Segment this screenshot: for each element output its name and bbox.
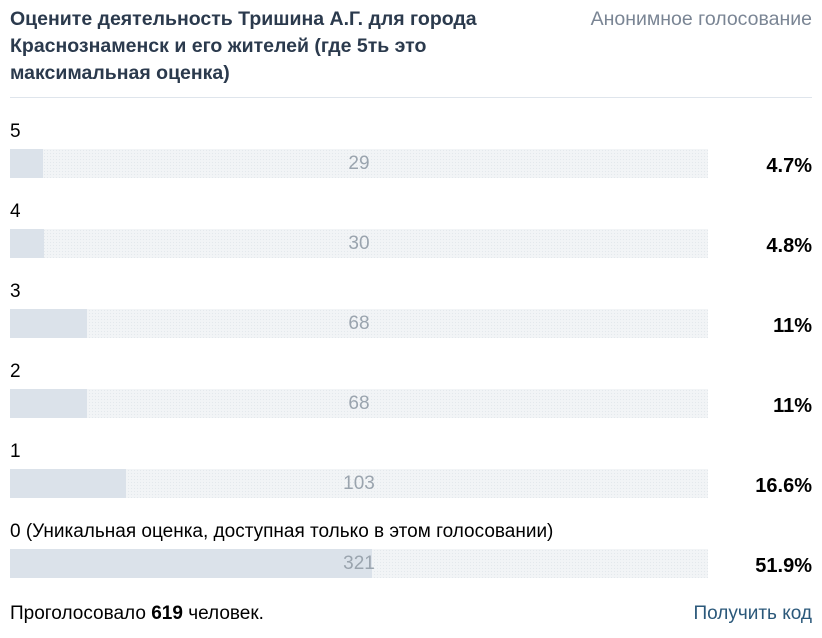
poll-option-3[interactable]: 3 68 11% xyxy=(10,280,812,350)
option-percent: 11% xyxy=(773,395,812,417)
option-label: 2 xyxy=(10,361,21,382)
voters-prefix: Проголосовало xyxy=(10,603,146,624)
option-vote-count: 30 xyxy=(348,233,370,254)
option-bar-fill xyxy=(10,549,373,578)
option-percent: 51.9% xyxy=(755,555,812,577)
option-bar-fill xyxy=(10,229,44,258)
option-bar-track: 29 xyxy=(10,149,708,178)
option-percent: 16.6% xyxy=(755,475,812,497)
option-percent: 4.8% xyxy=(766,235,812,257)
option-bar-fill xyxy=(10,309,87,338)
option-bar-track: 103 xyxy=(10,469,708,498)
option-bar-fill xyxy=(10,149,43,178)
option-vote-count: 29 xyxy=(348,153,370,174)
poll-option-5[interactable]: 5 29 4.7% xyxy=(10,120,812,190)
option-bar-track: 30 xyxy=(10,229,708,258)
option-vote-count: 103 xyxy=(343,473,375,494)
poll-header: Оцените деятельность Тришина А.Г. для го… xyxy=(10,4,812,96)
option-label: 4 xyxy=(10,201,21,222)
option-label: 5 xyxy=(10,121,21,142)
get-code-link[interactable]: Получить код xyxy=(693,603,812,624)
voters-summary: Проголосовало 619 человек. xyxy=(10,600,264,628)
option-label: 0 (Уникальная оценка, доступная только в… xyxy=(10,521,554,542)
poll-option-0[interactable]: 0 (Уникальная оценка, доступная только в… xyxy=(10,520,812,590)
option-vote-count: 68 xyxy=(348,393,370,414)
poll-option-1[interactable]: 1 103 16.6% xyxy=(10,440,812,510)
poll-option-4[interactable]: 4 30 4.8% xyxy=(10,200,812,270)
poll-title: Оцените деятельность Тришина А.Г. для го… xyxy=(10,8,477,84)
option-percent: 11% xyxy=(773,315,812,337)
header-divider xyxy=(10,97,812,98)
anonymous-vote-label: Анонимное голосование xyxy=(590,8,812,30)
option-bar-fill xyxy=(10,469,126,498)
poll-option-2[interactable]: 2 68 11% xyxy=(10,360,812,430)
option-label: 3 xyxy=(10,281,21,302)
option-label: 1 xyxy=(10,441,21,462)
option-vote-count: 68 xyxy=(348,313,370,334)
option-bar-track: 68 xyxy=(10,309,708,338)
option-percent: 4.7% xyxy=(766,155,812,177)
voters-total: 619 xyxy=(151,603,183,624)
option-bar-track: 321 xyxy=(10,549,708,578)
voters-suffix: человек. xyxy=(188,603,264,624)
poll-footer: Проголосовало 619 человек. Получить код xyxy=(10,600,812,630)
option-vote-count: 321 xyxy=(343,553,375,574)
option-bar-fill xyxy=(10,389,87,418)
option-bar-track: 68 xyxy=(10,389,708,418)
